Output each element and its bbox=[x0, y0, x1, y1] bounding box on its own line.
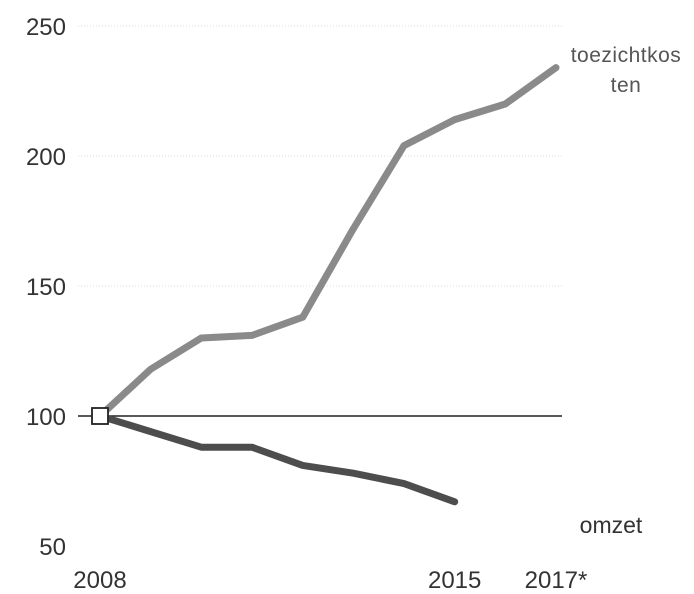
series-label-omzet: omzet bbox=[580, 512, 643, 538]
series-layer bbox=[96, 64, 560, 506]
series-label-toezichtkosten: ten bbox=[611, 74, 642, 97]
x-tick-label: 2017* bbox=[525, 567, 588, 589]
y-tick-label: 250 bbox=[26, 14, 66, 41]
x-tick-label: 2015 bbox=[428, 567, 481, 589]
grid bbox=[78, 25, 562, 287]
y-tick-label: 150 bbox=[26, 274, 66, 301]
y-tick-label: 50 bbox=[39, 534, 66, 561]
marker-layer bbox=[91, 407, 109, 425]
x-axis-ticks: 2008 2015 2017* bbox=[73, 567, 588, 594]
start-marker bbox=[91, 407, 109, 425]
series-label-toezichtkosten: toezichtkos bbox=[571, 44, 682, 67]
y-axis-ticks: 250 200 150 100 50 bbox=[26, 14, 66, 561]
series-labels: toezichtkos ten omzet bbox=[571, 44, 682, 538]
y-tick-label: 200 bbox=[26, 144, 66, 171]
y-tick-label: 100 bbox=[26, 404, 66, 431]
x-tick-label: 2008 bbox=[73, 567, 126, 589]
series-line-toezichtkosten bbox=[96, 64, 560, 420]
series-line-omzet bbox=[96, 412, 459, 506]
